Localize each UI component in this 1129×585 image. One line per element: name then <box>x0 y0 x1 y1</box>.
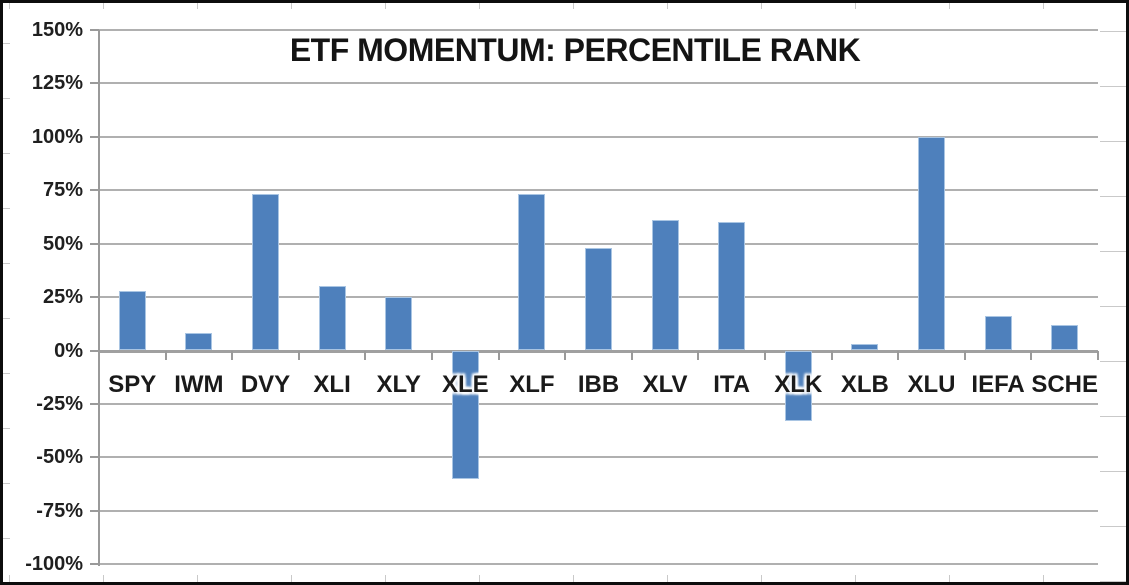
x-axis-category-label: XLK <box>774 371 823 398</box>
y-axis-tick-label: -50% <box>36 446 83 469</box>
bar-xle <box>451 350 479 479</box>
bar-xlv <box>651 220 679 351</box>
gridline <box>99 456 1098 459</box>
y-axis-tick-mark <box>90 349 99 352</box>
bar-spy <box>118 290 146 351</box>
y-axis-tick-mark <box>90 135 99 138</box>
x-axis-category-label: XLI <box>313 371 351 398</box>
x-axis-category-label: XLF <box>509 371 555 398</box>
y-axis-tick-mark <box>90 242 99 245</box>
gridline <box>99 402 1098 405</box>
x-axis-zero-line <box>99 349 1098 353</box>
x-axis-category-label: IBB <box>577 371 620 398</box>
y-axis-tick-mark <box>90 563 99 566</box>
x-axis-category-label: XLY <box>376 371 421 398</box>
y-axis-tick-mark <box>90 296 99 299</box>
x-axis-tick-mark <box>364 350 367 360</box>
bar-xlb <box>851 344 879 351</box>
y-axis-tick-label: 125% <box>31 72 83 95</box>
x-axis-category-label: XLB <box>840 371 889 398</box>
x-axis-tick-mark <box>297 350 300 360</box>
gridline <box>99 509 1098 512</box>
x-axis-category-label: XLE <box>441 371 489 398</box>
bar-xlu <box>918 136 945 351</box>
x-axis-category-label: SPY <box>108 371 157 398</box>
gridline <box>99 563 1098 566</box>
x-axis-category-label: IEFA <box>971 371 1025 398</box>
y-axis-tick-label: 150% <box>31 18 83 41</box>
bar-ibb <box>585 247 612 351</box>
y-axis-tick-mark <box>90 456 99 459</box>
x-axis-tick-mark <box>963 350 966 360</box>
x-axis-tick-mark <box>697 350 700 360</box>
bar-iwm <box>185 333 213 351</box>
bar-sche <box>1051 324 1079 351</box>
x-axis-category-label: DVY <box>240 371 291 398</box>
x-axis-tick-mark <box>897 350 900 360</box>
bar-ita <box>718 222 746 351</box>
x-axis-tick-mark <box>231 350 234 360</box>
x-axis-tick-mark <box>1097 350 1099 360</box>
y-axis-tick-mark <box>90 28 99 31</box>
y-axis-tick-label: 100% <box>31 125 83 148</box>
gridline <box>99 242 1098 245</box>
x-axis-category-label: XLU <box>907 371 956 398</box>
bar-xli <box>318 286 346 351</box>
y-axis-tick-label: 25% <box>42 286 83 309</box>
y-axis-tick-mark <box>90 402 99 405</box>
y-axis-tick-label: 0% <box>54 339 83 362</box>
x-axis-category-label: ITA <box>713 371 751 398</box>
gridline <box>99 135 1098 138</box>
x-axis-category-label: SCHE <box>1031 371 1099 398</box>
bar-xlf <box>518 194 546 351</box>
y-axis-tick-mark <box>90 82 99 85</box>
bar-xlk <box>784 350 812 422</box>
x-axis-tick-mark <box>1030 350 1033 360</box>
y-axis-tick-label: 50% <box>42 232 83 255</box>
y-axis-tick-label: -25% <box>36 392 83 415</box>
y-axis-tick-mark <box>90 189 99 192</box>
x-axis-tick-mark <box>164 350 167 360</box>
y-axis-tick-label: -75% <box>36 499 83 522</box>
bar-xly <box>385 297 413 351</box>
y-axis-line <box>98 29 100 567</box>
gridline <box>99 28 1098 31</box>
y-axis-tick-mark <box>90 509 99 512</box>
bar-dvy <box>252 194 279 351</box>
x-axis-tick-mark <box>630 350 633 360</box>
y-axis-tick-label: 75% <box>42 179 83 202</box>
x-axis-tick-mark <box>497 350 500 360</box>
x-axis-tick-mark <box>830 350 833 360</box>
x-axis-tick-mark <box>98 350 100 360</box>
x-axis-tick-mark <box>431 350 433 360</box>
bar-iefa <box>984 316 1012 351</box>
chart-title: ETF MOMENTUM: PERCENTILE RANK <box>289 32 861 68</box>
plot-area: 150% 125% 100% 75% 50% 25% 0% -25% -50% -75% -100%… <box>3 3 1126 582</box>
x-axis-tick-mark <box>764 350 766 360</box>
gridline <box>99 82 1098 85</box>
x-axis-category-label: IWM <box>174 371 224 398</box>
gridline <box>99 189 1098 192</box>
y-axis-tick-label: -100% <box>25 553 83 576</box>
x-axis-category-label: XLV <box>642 371 688 398</box>
x-axis-tick-mark <box>564 350 567 360</box>
